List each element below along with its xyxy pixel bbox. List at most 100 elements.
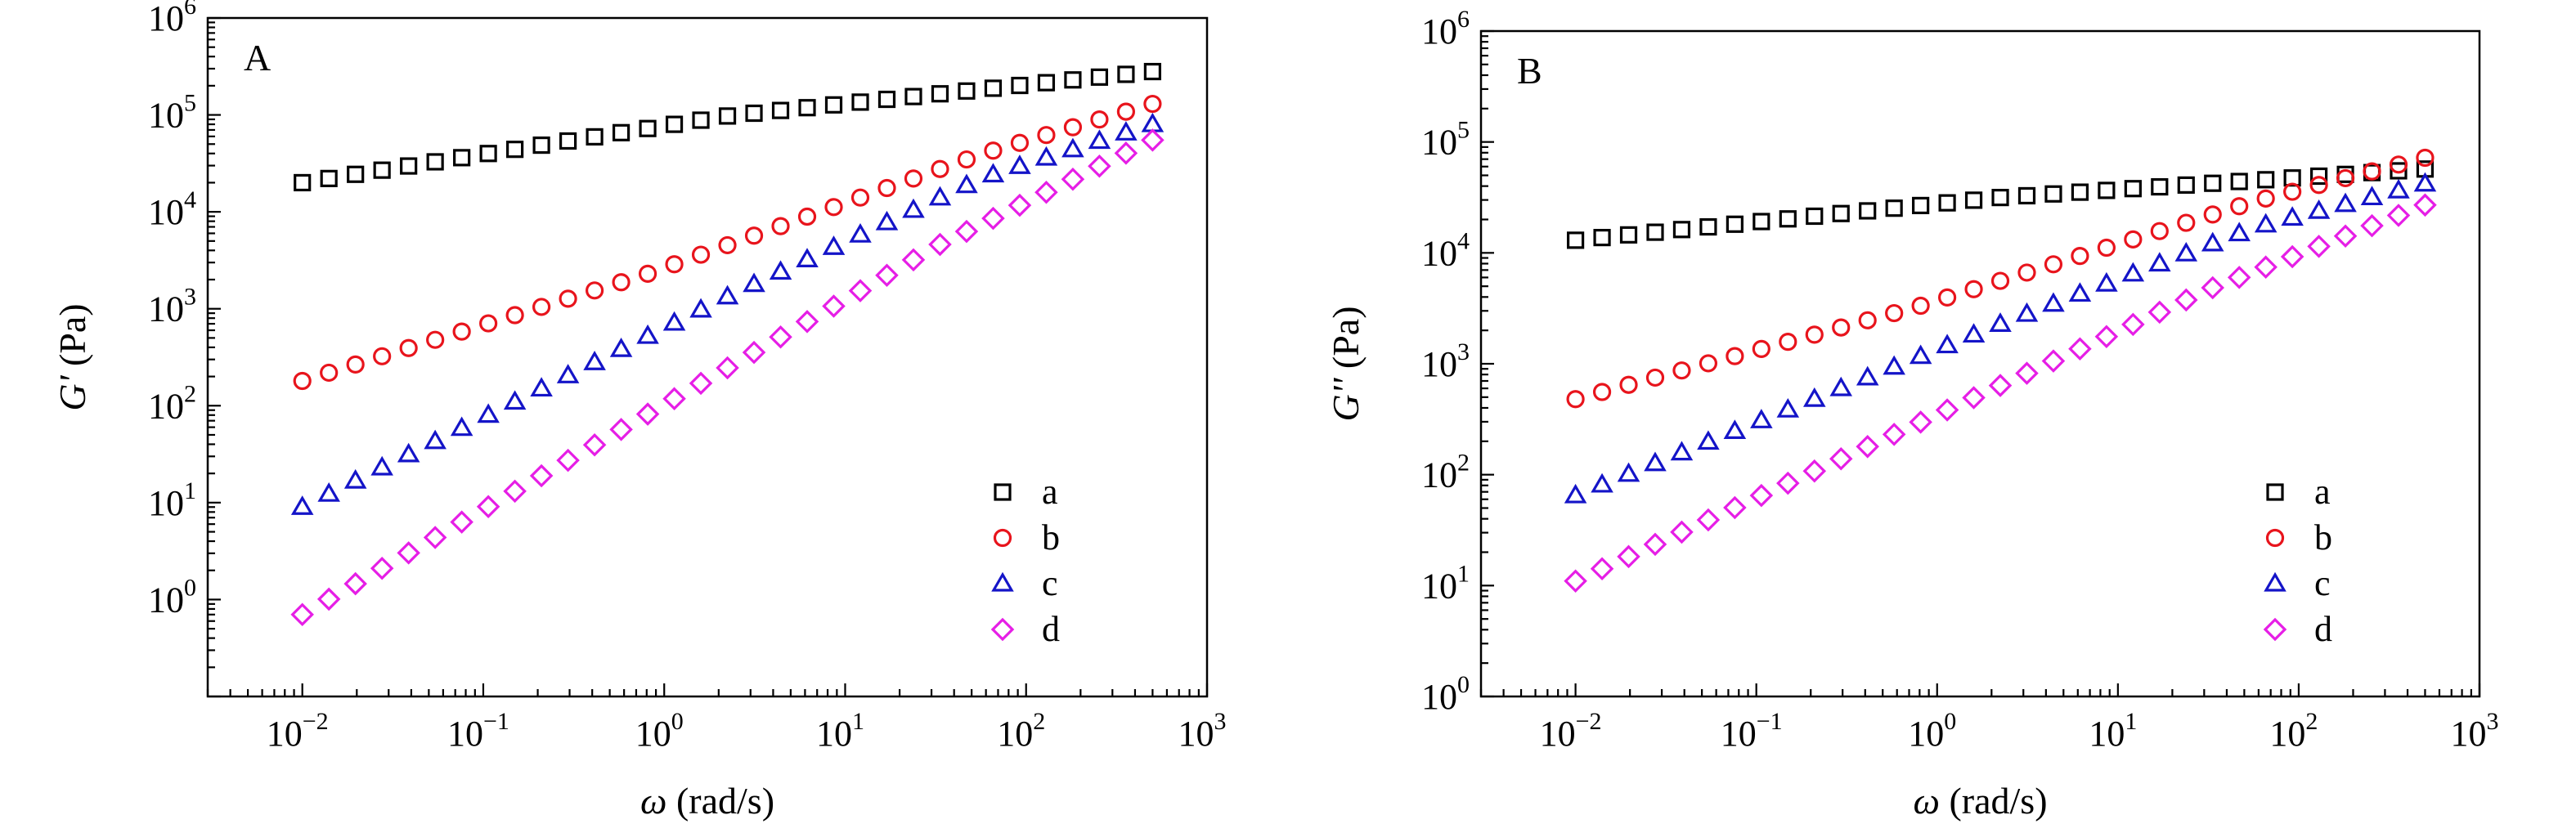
y-tick-label-exponent: 0: [1457, 671, 1470, 698]
x-tick-label-base: 10: [2089, 714, 2125, 754]
data-point-c: [662, 311, 686, 331]
x-tick-label: 101: [816, 708, 864, 754]
data-point-a: [1964, 191, 1983, 209]
series-c: [1564, 172, 2437, 504]
data-point-b: [1143, 94, 1162, 114]
data-point-d: [769, 325, 792, 349]
data-point-a: [2230, 172, 2248, 190]
x-tick-label-base: 10: [635, 714, 671, 754]
data-point-d: [2015, 361, 2039, 385]
legend-marker-a: [2266, 483, 2284, 501]
data-point-d: [2386, 204, 2411, 227]
data-point-b: [1645, 368, 1665, 387]
data-point-b: [2256, 189, 2275, 208]
data-point-a: [320, 169, 338, 187]
data-point-d: [981, 206, 1005, 231]
data-point-b: [691, 245, 711, 264]
data-point-a: [877, 90, 896, 109]
data-point-a: [665, 115, 684, 133]
data-point-a: [1064, 71, 1082, 89]
data-point-d: [2174, 288, 2198, 312]
data-point-a: [2204, 174, 2222, 192]
data-point-c: [1829, 376, 1853, 396]
data-point-d: [1909, 410, 1932, 434]
data-point-c: [1723, 419, 1747, 440]
data-point-b: [2389, 155, 2408, 174]
legend-label-d: d: [1042, 609, 1060, 649]
x-tick-label: 103: [2451, 708, 2499, 754]
data-point-d: [397, 541, 420, 565]
legend-label-a: a: [2314, 472, 2331, 512]
data-point-b: [1937, 288, 1957, 307]
data-point-a: [1646, 223, 1664, 241]
data-point-b: [479, 314, 498, 333]
data-point-c: [2281, 206, 2304, 226]
data-point-b: [399, 338, 418, 357]
legend-item-a: a: [2266, 472, 2331, 512]
data-point-a: [2151, 177, 2169, 196]
x-tick-label-base: 10: [2269, 714, 2305, 754]
x-tick-label: 103: [1178, 708, 1227, 754]
data-point-d: [1034, 180, 1058, 204]
data-point-a: [1912, 196, 1930, 215]
x-tick-label-base: 10: [1178, 714, 1214, 754]
series-b: [293, 94, 1162, 391]
data-point-d: [1564, 569, 1587, 593]
data-point-b: [744, 226, 764, 245]
data-point-a: [559, 132, 577, 150]
data-point-c: [2201, 231, 2224, 252]
data-point-d: [609, 418, 633, 441]
data-point-d: [1882, 423, 1906, 446]
y-tick-label-base: 10: [148, 0, 184, 38]
data-point-c: [1115, 121, 1138, 141]
panel-label: A: [244, 37, 271, 78]
data-point-a: [506, 141, 524, 159]
data-point-a: [692, 111, 710, 129]
data-point-a: [373, 161, 391, 179]
x-tick-label-base: 10: [816, 714, 852, 754]
data-point-c: [2254, 213, 2278, 233]
data-point-d: [1749, 483, 1774, 508]
y-tick-label-base: 10: [148, 96, 184, 136]
x-axis-label: ω (rad/s): [1913, 780, 2047, 822]
data-point-b: [1752, 339, 1770, 358]
data-point-a: [1859, 202, 1877, 220]
data-point-d: [2254, 255, 2278, 279]
legend-marker-c: [2264, 571, 2287, 592]
data-point-c: [2095, 271, 2118, 292]
data-point-b: [320, 363, 339, 383]
data-point-c: [1617, 462, 1640, 482]
data-point-c: [769, 260, 792, 280]
y-tick-label-exponent: 1: [184, 477, 196, 504]
y-tick-label-base: 10: [1421, 455, 1457, 495]
panel-a-storage-modulus-chart: 10−2 10−1 100 101 102 10310010110210310410510…: [52, 0, 1227, 822]
y-tick-label: 102: [1421, 450, 1470, 495]
y-tick-label-exponent: 0: [184, 574, 196, 601]
data-point-c: [2334, 192, 2357, 213]
data-point-a: [958, 82, 976, 100]
data-point-a: [904, 87, 922, 105]
x-tick-label-exponent: −2: [1576, 708, 1602, 735]
data-point-c: [503, 390, 527, 410]
data-point-d: [2041, 349, 2066, 373]
data-point-a: [1011, 76, 1029, 95]
data-point-c: [2413, 172, 2437, 192]
data-point-c: [2360, 186, 2384, 206]
data-point-a: [400, 157, 418, 175]
data-point-d: [662, 387, 686, 410]
data-point-b: [373, 347, 392, 365]
x-tick-label-base: 10: [267, 714, 303, 754]
data-point-d: [290, 602, 314, 627]
x-tick-label-exponent: −1: [483, 708, 509, 735]
data-point-c: [875, 210, 899, 231]
data-point-d: [848, 279, 873, 302]
data-point-d: [370, 556, 394, 580]
data-point-d: [476, 495, 500, 519]
x-axis-symbol: ω: [640, 780, 666, 822]
y-axis-symbol: G'': [1325, 377, 1367, 421]
data-point-b: [718, 235, 737, 255]
data-point-a: [718, 107, 737, 125]
data-point-a: [1117, 65, 1135, 83]
y-tick-label: 106: [148, 0, 196, 38]
data-point-d: [716, 356, 739, 380]
